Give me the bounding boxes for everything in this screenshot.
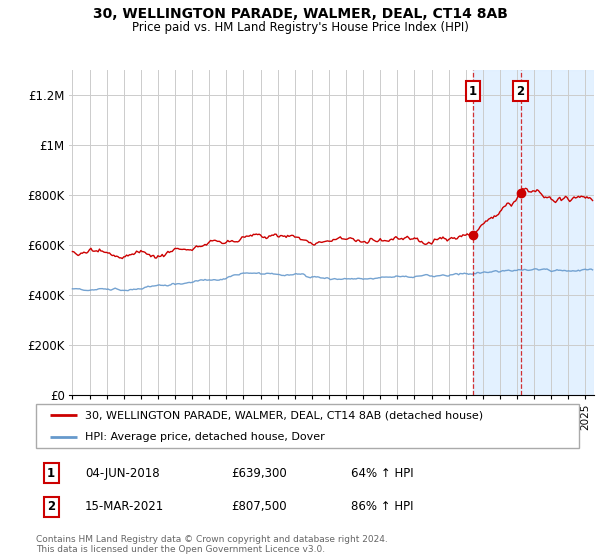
Text: 86% ↑ HPI: 86% ↑ HPI: [351, 500, 413, 514]
Text: 30, WELLINGTON PARADE, WALMER, DEAL, CT14 8AB: 30, WELLINGTON PARADE, WALMER, DEAL, CT1…: [92, 7, 508, 21]
FancyBboxPatch shape: [36, 404, 579, 448]
Text: £639,300: £639,300: [232, 466, 287, 480]
Text: 2: 2: [47, 500, 55, 514]
Text: HPI: Average price, detached house, Dover: HPI: Average price, detached house, Dove…: [85, 432, 325, 442]
Text: 04-JUN-2018: 04-JUN-2018: [85, 466, 160, 480]
Text: 15-MAR-2021: 15-MAR-2021: [85, 500, 164, 514]
Text: 1: 1: [47, 466, 55, 480]
Bar: [473, 70, 594, 395]
Text: 64% ↑ HPI: 64% ↑ HPI: [351, 466, 413, 480]
Text: 1: 1: [469, 85, 477, 98]
Text: Contains HM Land Registry data © Crown copyright and database right 2024.
This d: Contains HM Land Registry data © Crown c…: [36, 535, 388, 554]
Text: £807,500: £807,500: [232, 500, 287, 514]
Text: Price paid vs. HM Land Registry's House Price Index (HPI): Price paid vs. HM Land Registry's House …: [131, 21, 469, 34]
Text: 30, WELLINGTON PARADE, WALMER, DEAL, CT14 8AB (detached house): 30, WELLINGTON PARADE, WALMER, DEAL, CT1…: [85, 410, 483, 420]
Text: 2: 2: [517, 85, 524, 98]
